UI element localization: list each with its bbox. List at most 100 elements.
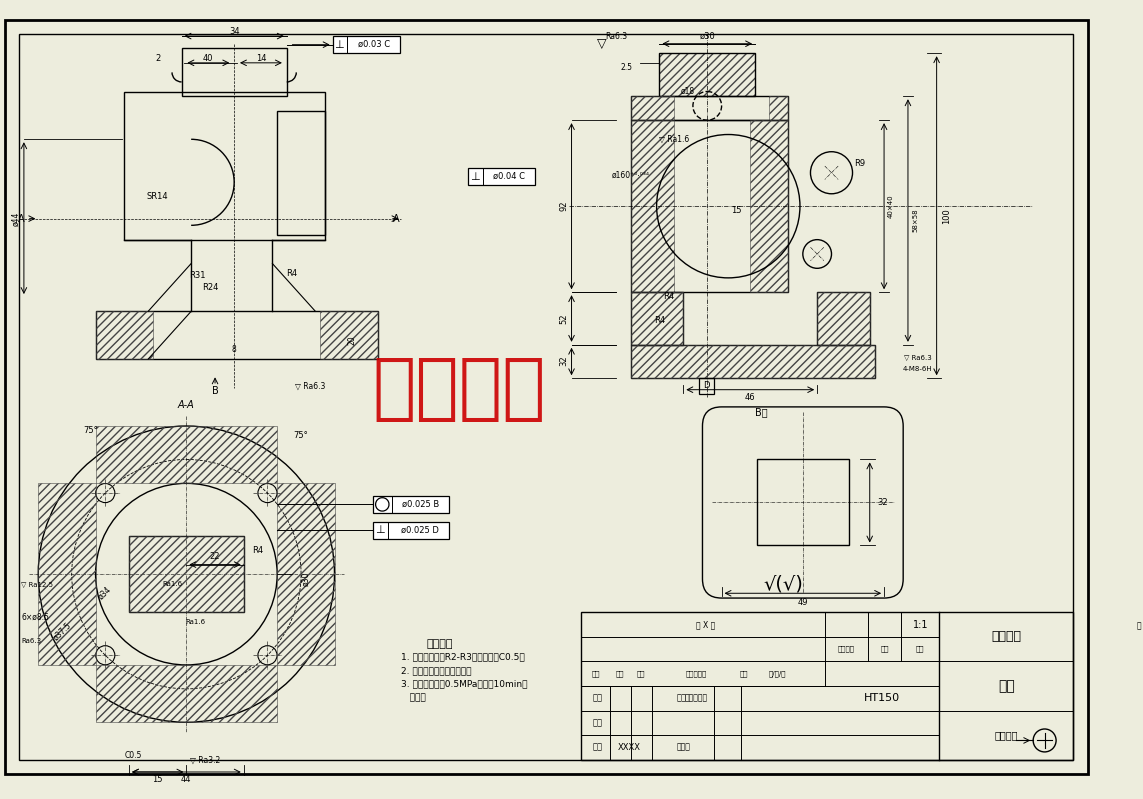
Text: 32: 32 — [559, 356, 568, 366]
Bar — [698, 378, 714, 394]
Text: 更改文件号: 更改文件号 — [685, 694, 708, 703]
Bar — [320, 312, 377, 359]
Text: 2.5: 2.5 — [620, 63, 632, 72]
Text: 15: 15 — [152, 775, 163, 784]
Bar — [182, 49, 287, 97]
Bar — [469, 168, 535, 185]
Text: 阀盖: 阀盖 — [998, 679, 1015, 693]
Text: 技术要求: 技术要求 — [426, 639, 453, 649]
Text: Ra6.3: Ra6.3 — [21, 638, 41, 644]
Text: ø44: ø44 — [11, 212, 21, 226]
Text: Ra6.3: Ra6.3 — [606, 32, 628, 41]
Text: 14: 14 — [256, 54, 266, 62]
Text: 1. 未注铸造圆角R2-R3，未注倒角C0.5；: 1. 未注铸造圆角R2-R3，未注倒角C0.5； — [401, 653, 525, 662]
Text: 比例: 比例 — [917, 646, 925, 653]
Text: 8: 8 — [232, 345, 237, 354]
Bar — [660, 54, 756, 97]
Text: ▽ Ra12.5: ▽ Ra12.5 — [21, 581, 53, 586]
Bar — [631, 120, 789, 292]
Text: 75°: 75° — [294, 431, 309, 440]
Bar — [631, 292, 684, 345]
Bar — [660, 54, 756, 97]
Bar — [817, 292, 870, 345]
Text: 处数: 处数 — [616, 670, 624, 677]
Text: 更改文件号: 更改文件号 — [685, 670, 706, 677]
Bar — [631, 292, 684, 345]
Text: ▽ Ra6.3: ▽ Ra6.3 — [295, 381, 326, 391]
Text: 图纸代号: 图纸代号 — [994, 730, 1018, 740]
Text: A: A — [393, 213, 400, 224]
Text: 32: 32 — [877, 498, 887, 507]
Text: ⊥: ⊥ — [376, 525, 385, 535]
Text: D: D — [703, 381, 710, 391]
Bar — [38, 483, 96, 665]
Text: ø0.025 B: ø0.025 B — [402, 500, 439, 509]
Bar — [96, 312, 377, 359]
Bar — [631, 97, 674, 120]
Text: ø30: ø30 — [302, 572, 311, 586]
Text: 75°: 75° — [83, 427, 98, 435]
Text: 92: 92 — [559, 201, 568, 212]
Text: B: B — [211, 386, 218, 396]
Bar — [750, 120, 789, 292]
Text: ø0.04 C: ø0.04 C — [494, 172, 526, 181]
Text: 重量: 重量 — [880, 646, 889, 653]
Text: R4: R4 — [654, 316, 665, 325]
Text: ø160⁺⁰⋅⁰³⁴: ø160⁺⁰⋅⁰³⁴ — [612, 171, 649, 180]
Bar — [125, 92, 325, 240]
Text: C0.5: C0.5 — [125, 751, 143, 760]
Text: 审核: 审核 — [592, 718, 602, 727]
Bar — [581, 612, 1073, 760]
Text: XXXX: XXXX — [617, 743, 640, 752]
Text: 标记: 标记 — [591, 670, 600, 677]
Bar — [277, 483, 335, 665]
Text: ø37.5: ø37.5 — [51, 621, 73, 642]
Text: 100: 100 — [942, 208, 951, 224]
Text: 1:1: 1:1 — [912, 620, 928, 630]
Text: ø0.025 D: ø0.025 D — [401, 526, 439, 535]
Text: √(√): √(√) — [764, 574, 804, 593]
Text: 15: 15 — [730, 206, 741, 216]
Text: ø18: ø18 — [681, 87, 695, 96]
Text: 年/月/日: 年/月/日 — [768, 670, 785, 677]
Bar — [631, 345, 874, 378]
Text: 58×58: 58×58 — [912, 209, 919, 233]
Text: ▽ Ra3.2: ▽ Ra3.2 — [191, 756, 221, 765]
Text: 20: 20 — [347, 336, 357, 345]
Text: 长春大学: 长春大学 — [991, 630, 1022, 643]
Text: 2. 铸件不得有沙眼或缩孔；: 2. 铸件不得有沙眼或缩孔； — [401, 666, 472, 675]
Bar — [129, 536, 243, 612]
Text: 3. 进行水压试验0.5MPa，保证10min无: 3. 进行水压试验0.5MPa，保证10min无 — [401, 680, 528, 689]
Text: A-A: A-A — [178, 400, 194, 410]
Text: 40×40: 40×40 — [888, 194, 894, 218]
Text: 标准化: 标准化 — [677, 743, 690, 752]
Bar — [373, 496, 449, 513]
Bar — [96, 665, 277, 722]
Text: R4: R4 — [663, 292, 674, 301]
Text: SR14: SR14 — [147, 192, 168, 201]
Text: 批准: 批准 — [677, 694, 687, 703]
Text: R9: R9 — [855, 159, 865, 168]
Text: ⊥: ⊥ — [335, 40, 344, 50]
Text: 2: 2 — [155, 54, 160, 62]
Text: 设计: 设计 — [592, 743, 602, 752]
Bar — [96, 312, 153, 359]
Text: 6×ø8.5: 6×ø8.5 — [21, 613, 49, 622]
Text: R31: R31 — [190, 271, 206, 280]
Text: B向: B向 — [756, 407, 768, 417]
Text: 49: 49 — [798, 598, 808, 607]
Text: A: A — [17, 213, 24, 224]
Text: 菲墨设计: 菲墨设计 — [373, 355, 545, 423]
Text: ▽: ▽ — [598, 38, 607, 50]
Text: 40: 40 — [203, 54, 214, 62]
Text: ▽ Ra6.3: ▽ Ra6.3 — [904, 354, 932, 360]
Bar — [277, 110, 325, 235]
Text: HT150: HT150 — [864, 694, 901, 703]
Text: 第 X 张: 第 X 张 — [1137, 620, 1143, 629]
Text: ø34: ø34 — [97, 585, 113, 602]
Text: ø0.03 C: ø0.03 C — [358, 40, 390, 50]
Bar — [817, 292, 870, 345]
Text: 共 X 张: 共 X 张 — [696, 620, 716, 629]
Text: ø30: ø30 — [700, 32, 716, 41]
Text: 46: 46 — [745, 393, 756, 402]
